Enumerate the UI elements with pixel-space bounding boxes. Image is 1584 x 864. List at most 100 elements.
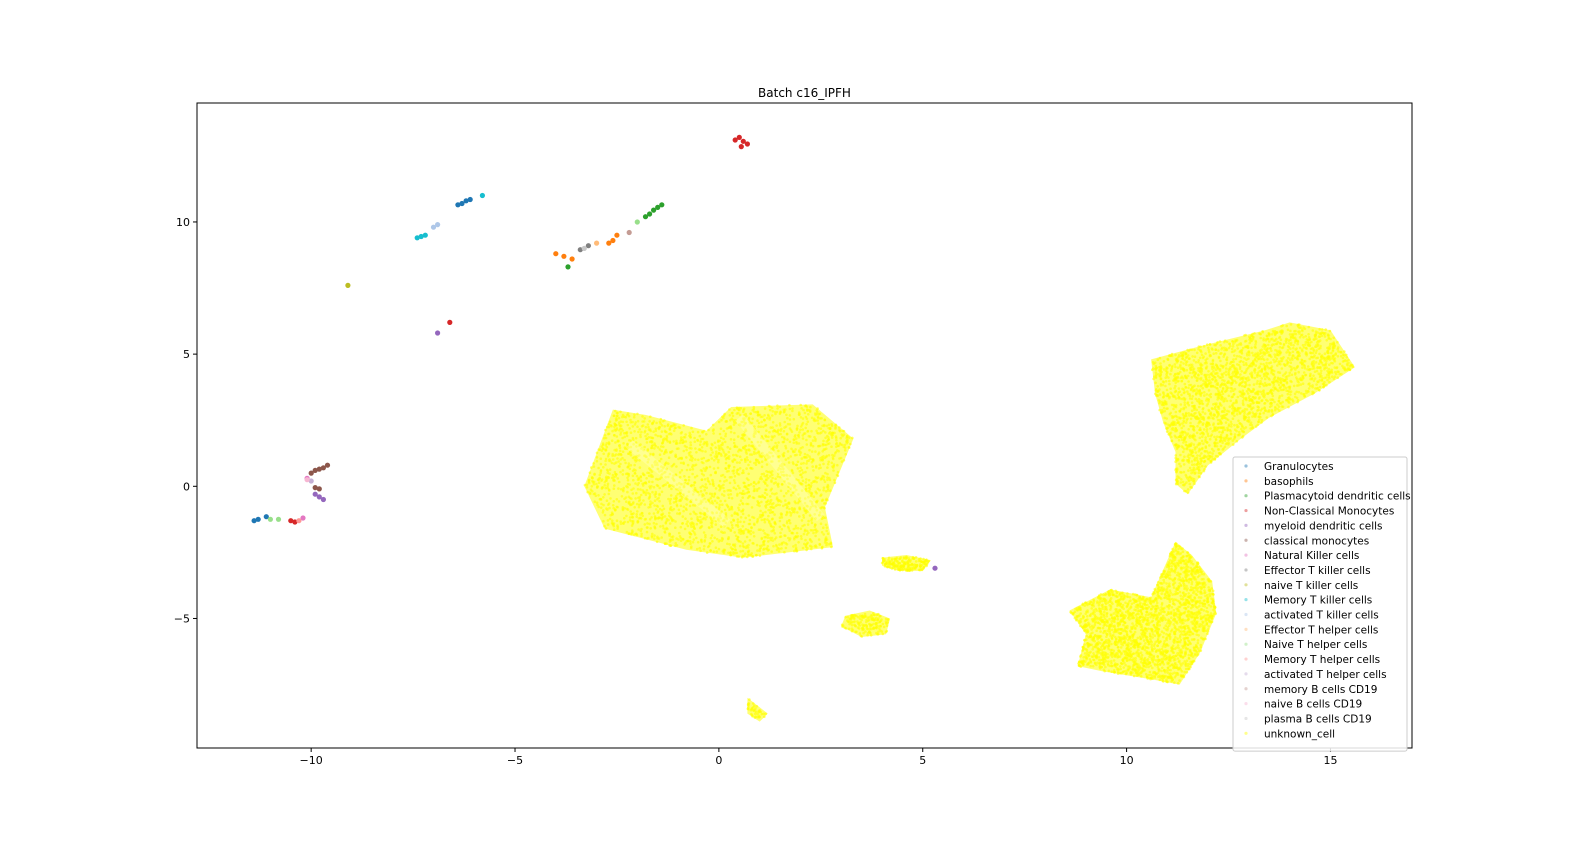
unknown-cell-point [713,499,717,503]
unknown-cell-point [738,461,741,464]
unknown-cell-point [809,405,812,409]
unknown-cell-point [742,413,746,417]
unknown-cell-point [659,457,663,461]
unknown-cell-point [1332,358,1336,362]
unknown-cell-point [1256,351,1260,355]
unknown-cell-point [1208,454,1212,458]
unknown-cell-point [1298,332,1301,335]
unknown-cell-point [700,538,703,542]
unknown-cell-point [736,535,740,539]
unknown-cell-point [1264,371,1268,375]
unknown-cell-point [638,498,642,502]
unknown-cell-point [633,463,636,467]
unknown-cell-point [822,448,826,451]
unknown-cell-point [741,542,745,545]
unknown-cell-point [1195,415,1199,418]
unknown-cell-point [748,553,751,556]
unknown-cell-point [1281,324,1285,327]
unknown-cell-point [822,533,825,536]
unknown-cell-point [675,499,678,503]
unknown-cell-point [814,534,817,538]
unknown-cell-point [613,508,617,511]
unknown-cell-point [747,483,751,487]
unknown-cell-point [795,437,798,440]
unknown-cell-point [709,516,712,519]
unknown-cell-point [870,614,873,618]
unknown-cell-point [749,482,753,486]
unknown-cell-point [663,463,667,467]
unknown-cell-point [782,410,786,414]
unknown-cell-point [908,560,912,563]
unknown-cell-point [778,503,781,507]
unknown-cell-point [688,468,692,472]
unknown-cell-point [758,554,762,557]
unknown-cell-point [712,432,715,435]
unknown-cell-point [1183,482,1187,486]
unknown-cell-point [823,480,827,484]
unknown-cell-point [631,420,634,424]
unknown-cell-point [1306,344,1310,347]
unknown-cell-point [629,464,633,467]
unknown-cell-point [784,446,788,450]
unknown-cell-point [1288,358,1292,362]
unknown-cell-point [1227,368,1230,371]
unknown-cell-point [664,521,668,524]
unknown-cell-point [1275,353,1279,357]
unknown-cell-point [1179,403,1183,406]
unknown-cell-point [636,412,639,416]
unknown-cell-point [1315,369,1319,373]
unknown-cell-point [859,621,862,624]
unknown-cell-point [752,516,756,520]
unknown-cell-point [800,537,803,540]
unknown-cell-point [1265,348,1268,352]
unknown-cell-point [649,436,652,439]
unknown-cell-point [806,546,809,550]
unknown-cell-point [1246,346,1250,350]
unknown-cell-point [730,521,733,524]
unknown-cell-point [1202,382,1205,386]
unknown-cell-point [1190,376,1194,379]
unknown-cell-point [655,421,658,425]
unknown-cell-point [763,407,767,410]
unknown-cell-point [759,513,762,517]
unknown-cell-point [830,436,834,439]
unknown-cell-point [660,509,664,512]
unknown-cell-point [1288,371,1291,375]
unknown-cell-point [595,459,599,463]
unknown-cell-point [678,426,682,430]
unknown-cell-point [1226,386,1230,390]
unknown-cell-point [799,428,802,432]
unknown-cell-point [732,519,735,522]
unknown-cell-point [1193,412,1196,416]
unknown-cell-point [650,464,654,467]
unknown-cell-point [1233,433,1237,436]
unknown-cell-point [1184,414,1187,418]
unknown-cell-point [783,550,786,554]
unknown-cell-point [698,434,702,438]
unknown-cell-point [1173,363,1177,366]
unknown-cell-point [681,441,685,444]
unknown-cell-point [703,485,706,489]
unknown-cell-point [731,460,735,464]
unknown-cell-point [715,454,719,458]
unknown-cell-point [785,492,788,495]
unknown-cell-point [1289,347,1292,351]
unknown-cell-point [761,451,764,455]
unknown-cell-point [753,716,757,719]
unknown-cell-point [1278,409,1281,412]
unknown-cell-point [840,433,844,436]
unknown-cell-point [644,425,648,429]
unknown-cell-point [643,454,647,457]
unknown-cell-point [771,430,775,433]
unknown-cell-point [757,425,760,428]
unknown-cell-point [644,517,648,521]
unknown-cell-point [725,479,728,482]
unknown-cell-point [1238,375,1241,379]
unknown-cell-point [690,498,693,502]
unknown-cell-point [653,442,656,445]
unknown-cell-point [1253,367,1257,371]
unknown-cell-point [844,616,847,619]
unknown-cell-point [699,440,702,443]
unknown-cell-point [858,627,861,630]
unknown-cell-point [1172,415,1176,418]
